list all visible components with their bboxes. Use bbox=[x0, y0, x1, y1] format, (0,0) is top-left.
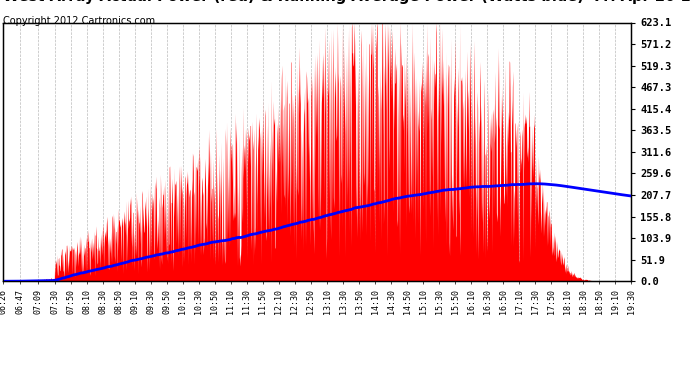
Text: West Array Actual Power (red) & Running Average Power (Watts blue)  Fri Apr 20 1: West Array Actual Power (red) & Running … bbox=[3, 0, 690, 4]
Text: Copyright 2012 Cartronics.com: Copyright 2012 Cartronics.com bbox=[3, 16, 155, 26]
